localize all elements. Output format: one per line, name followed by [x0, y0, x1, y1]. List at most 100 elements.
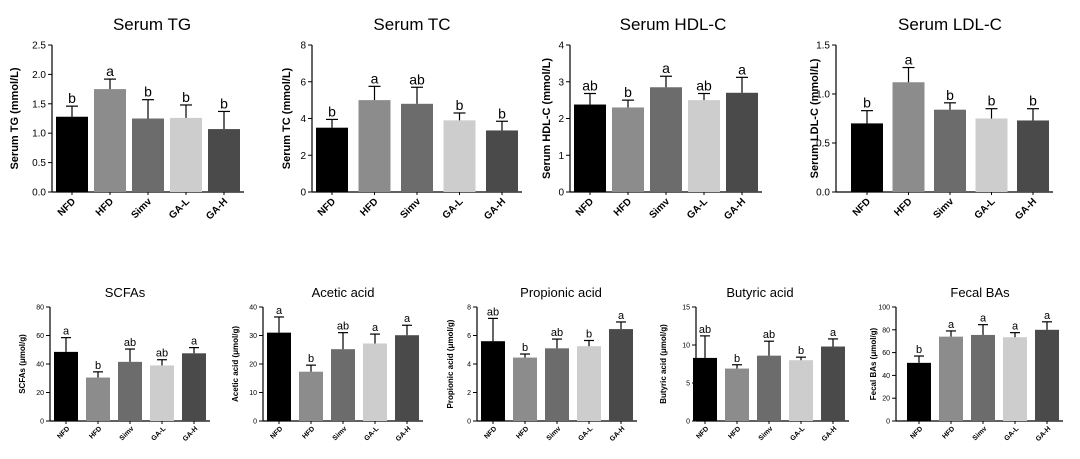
bar — [132, 118, 164, 192]
y-tick-label: 2 — [300, 151, 306, 162]
x-tick-label: GA-H — [821, 425, 839, 443]
chart-panel: Acetic acid Acetic acid (μmol/g) 0 10 20 30 40… — [231, 285, 423, 443]
bar — [1035, 329, 1059, 421]
significance-label: a — [1044, 310, 1051, 322]
bar — [443, 120, 476, 192]
y-axis-label: Butyric acid (μmol/g) — [659, 324, 668, 404]
y-tick-label: 6 — [300, 77, 306, 88]
x-tick-label: Simv — [758, 425, 775, 442]
y-tick-label: 80 — [36, 305, 44, 312]
y-tick-label: 0 — [253, 419, 257, 426]
chart-panel: Serum TC Serum TC (mmol/L) 0 2 4 6 8 b NFD a HFD ab… — [281, 15, 522, 222]
y-tick-label: 0 — [40, 419, 44, 426]
bar — [401, 103, 433, 192]
bar — [513, 357, 537, 421]
y-tick-label: 0 — [686, 419, 690, 426]
bar — [851, 123, 883, 192]
chart-title: Propionic acid — [520, 285, 602, 300]
bar — [907, 362, 931, 421]
bar — [86, 377, 110, 421]
significance-label: ab — [487, 306, 499, 318]
significance-label: ab — [156, 348, 168, 360]
significance-label: b — [308, 353, 314, 365]
x-tick-label: GA-H — [1035, 425, 1053, 443]
bar — [975, 118, 1008, 192]
y-axis-label: Serum LDL-C (mmol/L) — [809, 58, 821, 178]
y-tick-label: 1.5 — [816, 41, 830, 52]
significance-label: ab — [337, 321, 349, 333]
x-tick-label: Simv — [398, 196, 423, 221]
significance-label: b — [456, 97, 464, 113]
bar — [486, 130, 518, 192]
x-tick-label: HFD — [301, 425, 316, 440]
bar — [545, 348, 569, 421]
y-tick-label: 5 — [686, 381, 690, 388]
x-tick-label: Simv — [119, 425, 136, 442]
bar — [267, 332, 291, 421]
y-tick-label: 40 — [249, 305, 257, 312]
significance-label: b — [95, 360, 101, 372]
bar — [1003, 337, 1027, 421]
significance-label: a — [63, 326, 70, 338]
y-axis-label: Serum TG (mmol/L) — [9, 67, 21, 169]
bar — [577, 346, 601, 421]
x-tick-label: Simv — [546, 425, 563, 442]
significance-label: b — [522, 342, 528, 354]
x-tick-label: NFD — [316, 196, 338, 218]
y-tick-label: 4 — [467, 362, 471, 369]
y-axis-label: Serum TC (mmol/L) — [281, 67, 293, 169]
bar — [650, 87, 682, 192]
bar — [612, 107, 644, 192]
y-tick-label: 30 — [249, 333, 257, 340]
x-tick-label: Simv — [129, 196, 154, 221]
x-tick-label: GA-L — [685, 196, 710, 221]
x-tick-label: NFD — [909, 425, 924, 440]
bar — [609, 329, 633, 421]
significance-label: b — [328, 103, 336, 119]
x-tick-label: GA-H — [395, 425, 413, 443]
bar — [54, 351, 78, 421]
chart-title: Acetic acid — [312, 285, 375, 300]
significance-label: a — [191, 336, 198, 348]
significance-label: a — [106, 63, 114, 79]
bar — [118, 361, 142, 421]
significance-label: ab — [763, 329, 775, 341]
y-tick-label: 2.5 — [32, 41, 46, 52]
chart-panel: Serum TG Serum TG (mmol/L) 0.0 0.5 1.0 1.5 2.0… — [9, 15, 244, 222]
significance-label: ab — [124, 337, 136, 349]
significance-label: a — [980, 313, 987, 325]
y-tick-label: 0.5 — [32, 158, 46, 169]
x-tick-label: Simv — [332, 425, 349, 442]
y-tick-label: 100 — [878, 305, 890, 312]
significance-label: b — [220, 95, 228, 111]
chart-title: Fecal BAs — [950, 285, 1010, 300]
y-tick-label: 60 — [36, 333, 44, 340]
x-tick-label: NFD — [269, 425, 284, 440]
significance-label: b — [586, 328, 592, 340]
significance-label: b — [498, 105, 506, 121]
y-tick-label: 10 — [249, 390, 257, 397]
x-tick-label: HFD — [941, 425, 956, 440]
chart-title: SCFAs — [105, 285, 146, 300]
x-tick-label: HFD — [612, 196, 634, 218]
bar — [150, 365, 174, 421]
y-tick-label: 20 — [36, 390, 44, 397]
bar — [358, 100, 391, 192]
significance-label: b — [1029, 93, 1037, 109]
x-tick-label: GA-L — [1003, 425, 1021, 443]
chart-title: Serum LDL-C — [898, 15, 1002, 34]
bar — [789, 360, 813, 421]
x-tick-label: Simv — [931, 196, 956, 221]
significance-label: a — [372, 322, 379, 334]
significance-label: b — [863, 95, 871, 111]
y-tick-label: 40 — [882, 373, 890, 380]
bar — [693, 357, 717, 421]
chart-title: Butyric acid — [726, 285, 793, 300]
x-tick-label: GA-H — [482, 196, 508, 222]
x-tick-label: GA-H — [722, 196, 748, 222]
significance-label: a — [738, 61, 746, 77]
significance-label: b — [734, 353, 740, 365]
y-tick-label: 1.0 — [32, 129, 46, 140]
y-tick-label: 0.5 — [816, 139, 830, 150]
y-tick-label: 8 — [467, 305, 471, 312]
